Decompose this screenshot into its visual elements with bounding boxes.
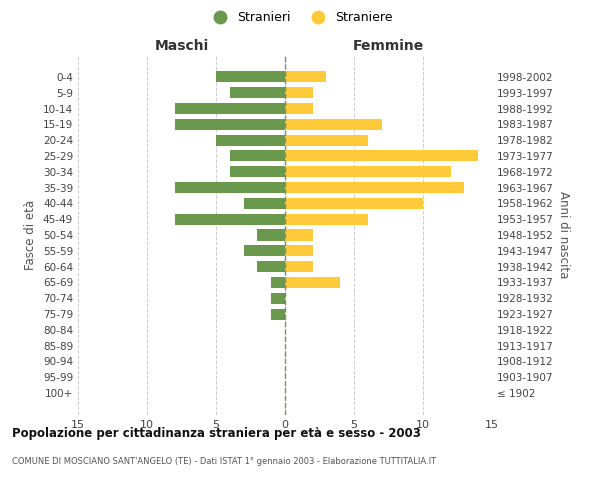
Y-axis label: Fasce di età: Fasce di età — [25, 200, 37, 270]
Y-axis label: Anni di nascita: Anni di nascita — [557, 192, 570, 278]
Bar — [285, 261, 313, 272]
Bar — [285, 230, 313, 240]
Bar — [230, 150, 285, 162]
Text: Maschi: Maschi — [154, 38, 209, 52]
Bar — [271, 277, 285, 288]
Text: COMUNE DI MOSCIANO SANT'ANGELO (TE) - Dati ISTAT 1° gennaio 2003 - Elaborazione : COMUNE DI MOSCIANO SANT'ANGELO (TE) - Da… — [12, 458, 436, 466]
Text: Popolazione per cittadinanza straniera per età e sesso - 2003: Popolazione per cittadinanza straniera p… — [12, 428, 421, 440]
Bar — [257, 261, 285, 272]
Bar — [285, 182, 464, 193]
Text: Femmine: Femmine — [353, 38, 424, 52]
Bar — [285, 198, 423, 209]
Bar — [175, 119, 285, 130]
Bar — [244, 246, 285, 256]
Legend: Stranieri, Straniere: Stranieri, Straniere — [205, 8, 395, 26]
Bar — [230, 87, 285, 98]
Bar — [285, 119, 382, 130]
Bar — [175, 182, 285, 193]
Bar — [285, 150, 478, 162]
Bar — [285, 72, 326, 83]
Bar — [216, 134, 285, 145]
Bar — [285, 246, 313, 256]
Bar — [285, 166, 451, 177]
Bar — [230, 166, 285, 177]
Bar — [285, 87, 313, 98]
Bar — [271, 308, 285, 320]
Bar — [271, 292, 285, 304]
Bar — [285, 277, 340, 288]
Bar — [257, 230, 285, 240]
Bar — [216, 72, 285, 83]
Bar — [175, 103, 285, 114]
Bar — [285, 214, 368, 224]
Bar — [285, 103, 313, 114]
Bar — [175, 214, 285, 224]
Bar — [285, 134, 368, 145]
Bar — [244, 198, 285, 209]
